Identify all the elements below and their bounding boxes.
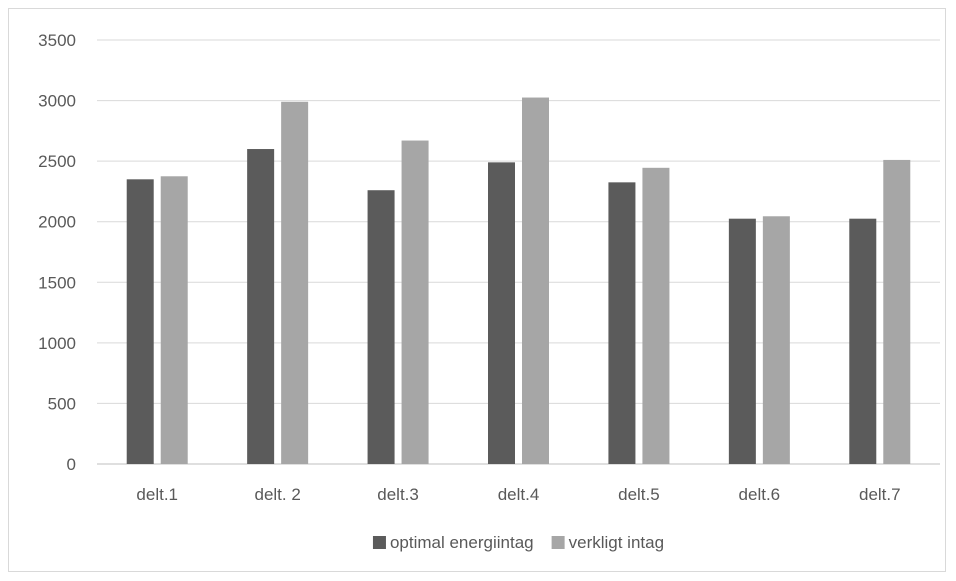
y-tick-label: 1000 (38, 334, 76, 353)
x-tick-label: delt.1 (136, 485, 178, 504)
bar-optimal-2 (247, 149, 275, 464)
y-tick-label: 2500 (38, 152, 76, 171)
bar-optimal-1 (126, 179, 154, 465)
x-tick-label: delt.4 (498, 485, 540, 504)
bar-verkligt-6 (762, 216, 790, 464)
bar-optimal-4 (488, 162, 515, 464)
x-tick-label: delt.7 (859, 485, 901, 504)
bars (126, 97, 911, 465)
legend-swatch (372, 536, 386, 549)
bar-optimal-3 (367, 190, 395, 464)
x-tick-label: delt.5 (618, 485, 660, 504)
y-tick-label: 3500 (38, 31, 76, 50)
y-tick-label: 2000 (38, 213, 76, 232)
legend-label: verkligt intag (569, 533, 664, 552)
bar-optimal-7 (849, 218, 877, 464)
bar-verkligt-3 (401, 140, 429, 464)
y-tick-label: 500 (48, 394, 76, 413)
x-tick-label: delt.3 (377, 485, 419, 504)
bar-verkligt-7 (883, 159, 911, 464)
x-axis-ticks: delt.1 delt. 2 delt.3 delt.4 delt.5 delt.6 del… (136, 485, 900, 504)
bar-optimal-6 (728, 218, 756, 464)
bar-verkligt-5 (642, 167, 670, 464)
bar-verkligt-4 (522, 97, 549, 465)
legend-item: verkligt intag (551, 533, 664, 552)
x-tick-label: delt.6 (739, 485, 781, 504)
y-tick-label: 3000 (38, 92, 76, 111)
gridlines (97, 39, 940, 465)
legend: optimal energiintag verkligt intag (372, 533, 664, 552)
legend-item: optimal energiintag (372, 533, 534, 552)
bar-verkligt-2 (281, 101, 309, 464)
bar-verkligt-1 (160, 176, 188, 465)
legend-label: optimal energiintag (390, 533, 534, 552)
y-tick-label: 1500 (38, 273, 76, 292)
legend-swatch (551, 536, 565, 549)
y-axis-ticks: 0 500 1000 1500 2000 2500 3000 3500 (38, 31, 76, 474)
bar-optimal-5 (608, 182, 636, 465)
x-tick-label: delt. 2 (254, 485, 300, 504)
y-tick-label: 0 (67, 455, 76, 474)
